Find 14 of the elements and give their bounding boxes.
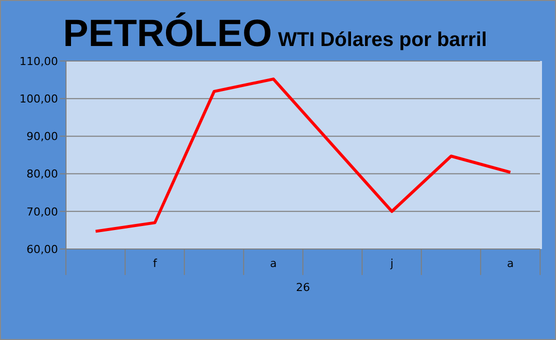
- chart-title: PETRÓLEO: [63, 13, 272, 55]
- y-tick-label: 80,00: [26, 168, 58, 181]
- chart-subtitle: WTI Dólares por barril: [278, 29, 487, 51]
- line-series: [94, 78, 512, 233]
- y-tick-label: 90,00: [26, 130, 58, 144]
- x-tick-label: a: [507, 257, 514, 270]
- y-tick-label: 110,00: [20, 54, 58, 68]
- x-tick-label: a: [270, 257, 277, 270]
- y-tick-label: 100,00: [20, 92, 58, 106]
- y-tick-label: 70,00: [26, 205, 58, 218]
- x-tick-label: j: [389, 257, 394, 270]
- x-tick-label: f: [152, 257, 158, 270]
- x-axis-title: 26: [296, 281, 310, 294]
- y-tick-label: 60,00: [26, 242, 58, 256]
